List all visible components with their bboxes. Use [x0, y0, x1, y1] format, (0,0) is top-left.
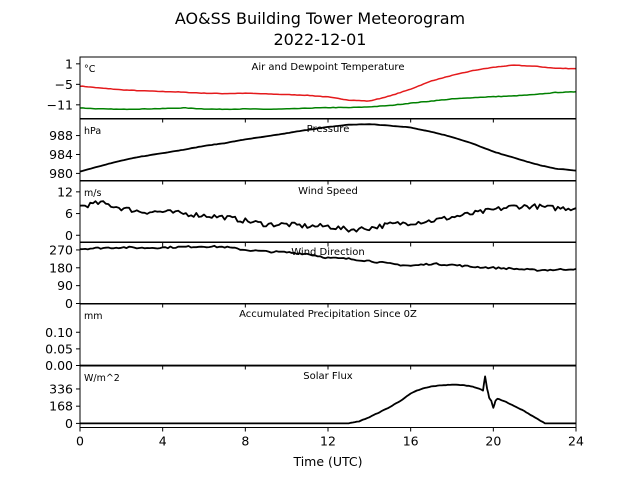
- ytick-label-3-2: 6: [65, 206, 73, 221]
- ytick-label-6-3: 0: [65, 416, 73, 431]
- ytick-label-1-2: −5: [55, 77, 73, 92]
- panel-title-5: Accumulated Precipitation Since 0Z: [239, 309, 417, 320]
- panel-1: 1 −5 −11 Air and Dewpoint Temperature °C: [47, 56, 577, 123]
- xtick-label-7: 24: [568, 434, 584, 449]
- figure-date: 2022-12-01: [274, 30, 367, 49]
- unit-label-6: W/m^2: [84, 373, 120, 384]
- ytick-label-6-2: 168: [49, 399, 73, 414]
- xtick-label-6: 20: [485, 434, 501, 449]
- unit-label-3: m/s: [84, 188, 101, 199]
- ytick-label-4-2: 180: [49, 260, 73, 275]
- panel-4: 270 180 90 0 Wind Direction: [49, 241, 577, 311]
- ytick-label-2-1: 988: [49, 128, 73, 143]
- series-line-6-1: [80, 375, 576, 425]
- series-line-1-1: [80, 64, 576, 102]
- ytick-label-3-3: 0: [65, 228, 73, 243]
- ytick-label-1-3: −11: [47, 97, 73, 112]
- ytick-label-4-1: 270: [49, 242, 73, 257]
- xtick-label-5: 16: [403, 434, 419, 449]
- unit-label-5: mm: [84, 311, 103, 322]
- ytick-label-4-3: 90: [57, 278, 73, 293]
- panel-title-3: Wind Speed: [298, 186, 358, 197]
- ytick-label-4-4: 0: [65, 296, 73, 311]
- panel-5: 0.100.05 0.00 Accumulated Precipitation Si…: [45, 303, 577, 373]
- xtick-label-3: 8: [241, 434, 249, 449]
- series-line-4-1: [80, 244, 576, 272]
- panel-title-6: Solar Flux: [303, 371, 353, 382]
- ytick-label-6-1: 336: [49, 381, 73, 396]
- xtick-label-2: 4: [159, 434, 167, 449]
- xtick-label-1: 0: [76, 434, 84, 449]
- ytick-label-5-3: 0.00: [45, 358, 73, 373]
- unit-label-2: hPa: [84, 126, 101, 137]
- ytick-label-5-2: 0.05: [45, 341, 73, 356]
- ytick-label-2-2: 984: [49, 147, 73, 162]
- ytick-label-5-1: 0.10: [45, 325, 73, 340]
- series-line-3-1: [80, 200, 576, 233]
- unit-label-1: °C: [84, 64, 96, 75]
- panel-title-4: Wind Direction: [291, 247, 365, 258]
- series-line-1-2: [80, 91, 576, 111]
- x-axis-label: Time (UTC): [292, 454, 362, 469]
- panel-title-2: Pressure: [307, 124, 350, 135]
- ytick-label-2-3: 980: [49, 166, 73, 181]
- panel-6: 336 168 0 Solar Flux W/m^2: [49, 365, 577, 432]
- ytick-label-3-1: 12: [57, 184, 73, 199]
- panel-2: 988 984 980 Pressure hPa: [49, 118, 577, 185]
- panel-title-1: Air and Dewpoint Temperature: [252, 62, 405, 73]
- ytick-label-1-1: 1: [65, 56, 73, 71]
- series-line-2-1: [80, 123, 576, 173]
- panel-3: 12 6 0 Wind Speed m/s: [57, 180, 577, 247]
- xtick-label-4: 12: [320, 434, 336, 449]
- figure-title: AO&SS Building Tower Meteorogram: [175, 9, 465, 28]
